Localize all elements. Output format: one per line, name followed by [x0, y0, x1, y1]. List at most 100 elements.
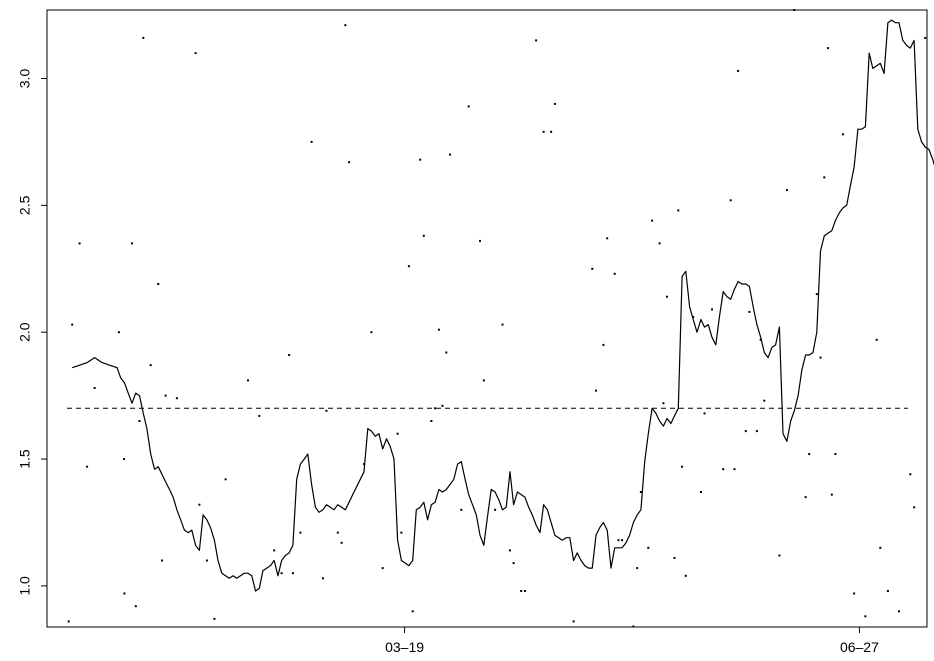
data-point — [830, 493, 833, 496]
data-point — [617, 539, 620, 542]
data-point — [422, 234, 425, 237]
data-point — [138, 420, 141, 422]
data-point — [535, 39, 538, 42]
data-point — [280, 572, 283, 575]
data-point — [123, 592, 126, 595]
data-point — [520, 590, 523, 592]
data-point — [501, 323, 504, 326]
data-point — [161, 559, 163, 562]
data-point — [808, 453, 811, 455]
data-point — [131, 242, 133, 245]
data-point — [673, 557, 676, 559]
data-point — [400, 531, 403, 534]
data-point — [748, 310, 751, 313]
data-point — [117, 331, 120, 334]
data-point — [793, 9, 796, 11]
data-point — [396, 432, 399, 435]
y-tick-label: 3.0 — [17, 69, 33, 89]
data-point — [815, 293, 818, 296]
data-point — [737, 69, 740, 72]
data-point — [909, 473, 912, 476]
data-point — [482, 379, 485, 382]
data-point — [591, 267, 594, 270]
y-axis: 1.0 1.5 2.0 2.5 3.0 — [17, 69, 47, 596]
data-point — [602, 343, 605, 346]
data-point — [479, 239, 481, 242]
data-point — [512, 562, 515, 565]
data-point — [898, 610, 900, 613]
data-point — [864, 615, 867, 618]
data-point — [449, 153, 452, 156]
data-point — [662, 402, 665, 405]
data-point — [819, 356, 822, 359]
data-point — [419, 158, 422, 161]
data-point — [606, 237, 609, 240]
data-point — [370, 331, 373, 334]
data-point — [434, 407, 437, 410]
data-point — [553, 102, 556, 105]
data-point — [430, 420, 433, 422]
data-point — [886, 590, 889, 592]
data-point — [924, 36, 927, 39]
data-point — [344, 24, 347, 27]
data-point — [853, 592, 856, 595]
data-point — [198, 503, 201, 506]
data-point — [733, 468, 736, 471]
data-point — [445, 351, 448, 354]
y-tick-label: 1.5 — [17, 449, 33, 469]
data-point — [875, 338, 878, 341]
plot-frame — [46, 9, 928, 628]
data-point — [142, 36, 145, 39]
data-point — [550, 130, 553, 133]
data-point — [291, 572, 294, 575]
data-point — [86, 465, 89, 468]
data-point — [224, 478, 227, 481]
data-point — [703, 412, 706, 415]
data-point — [595, 389, 597, 392]
data-point — [778, 554, 781, 557]
data-point — [647, 546, 650, 549]
data-point — [411, 610, 414, 613]
data-point — [134, 605, 137, 608]
data-point — [542, 130, 545, 133]
data-point — [722, 468, 725, 471]
data-point — [804, 496, 807, 499]
data-point — [336, 531, 339, 534]
data-point — [437, 328, 440, 331]
data-point — [310, 140, 313, 143]
data-point — [759, 338, 762, 341]
data-point — [157, 283, 160, 285]
data-point — [613, 272, 616, 275]
data-point — [699, 491, 702, 493]
data-point — [340, 541, 343, 544]
data-point — [299, 531, 302, 534]
data-point — [842, 133, 844, 136]
data-point — [681, 465, 684, 468]
data-point — [823, 176, 826, 179]
data-point — [658, 242, 661, 245]
x-tick-label: 03–19 — [385, 639, 424, 655]
data-point — [321, 577, 324, 580]
data-point — [621, 539, 624, 542]
data-point — [639, 491, 642, 493]
x-tick-label: 06–27 — [840, 639, 879, 655]
data-point — [651, 219, 654, 222]
data-point — [711, 308, 713, 311]
data-point — [729, 199, 732, 202]
data-point — [913, 506, 916, 509]
data-point — [494, 508, 497, 511]
data-point — [205, 559, 208, 562]
data-point — [460, 508, 463, 511]
data-point — [632, 625, 635, 628]
series-line — [72, 19, 934, 592]
data-point — [258, 414, 261, 417]
data-point — [785, 189, 788, 192]
data-point — [467, 105, 470, 108]
data-point — [325, 409, 328, 412]
data-point — [763, 399, 766, 402]
y-tick-label: 1.0 — [17, 576, 33, 596]
y-tick-label: 2.0 — [17, 322, 33, 342]
data-point — [273, 549, 276, 552]
